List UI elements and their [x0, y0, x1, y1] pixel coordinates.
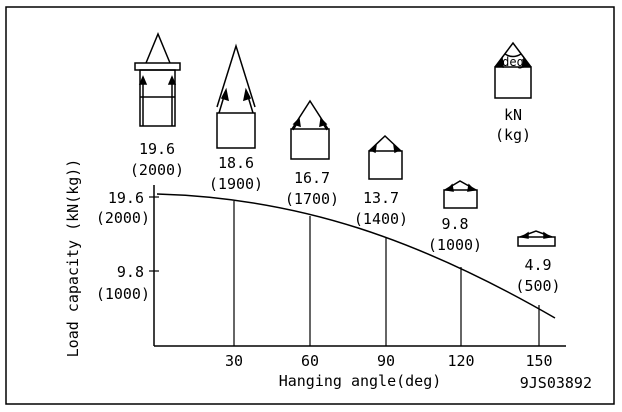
- hanging-diagram-60deg: [290, 99, 330, 160]
- legend-unit-kn: kN: [504, 106, 522, 124]
- x-axis-label: Hanging angle(deg): [279, 372, 442, 390]
- point-label-1-kg: (1900): [209, 175, 263, 193]
- hanging-diagram-150deg: [517, 230, 556, 247]
- x-tick-label-90: 90: [377, 352, 395, 370]
- point-label-3-kn: 13.7: [363, 189, 399, 207]
- hanging-diagram-30deg: [216, 43, 256, 149]
- legend-unit-kg: (kg): [495, 126, 531, 144]
- x-tick-label-120: 120: [447, 352, 474, 370]
- legend-diagram: [494, 41, 532, 99]
- point-label-4-kg: (1000): [428, 236, 482, 254]
- y-tick-label-1-kn: 9.8: [117, 263, 144, 281]
- point-label-2-kn: 16.7: [294, 169, 330, 187]
- point-label-2-kg: (1700): [285, 190, 339, 208]
- figure-frame: [5, 6, 615, 405]
- x-tick-label-60: 60: [301, 352, 319, 370]
- point-label-0-kn: 19.6: [139, 140, 175, 158]
- point-label-3-kg: (1400): [354, 210, 408, 228]
- point-label-1-kn: 18.6: [218, 154, 254, 172]
- hanging-diagram-0deg: [134, 32, 181, 127]
- x-tick-label-150: 150: [525, 352, 552, 370]
- y-tick-label-1-kg: (1000): [96, 285, 150, 303]
- legend-angle-label: deg: [502, 55, 524, 69]
- point-label-5-kg: (500): [515, 277, 560, 295]
- hanging-diagram-120deg: [443, 180, 478, 209]
- point-label-4-kn: 9.8: [441, 215, 468, 233]
- x-tick-label-30: 30: [225, 352, 243, 370]
- capacity-curve: [156, 193, 556, 319]
- hanging-diagram-90deg: [368, 134, 403, 180]
- y-tick-label-0-kn: 19.6: [108, 189, 144, 207]
- point-label-5-kn: 4.9: [524, 256, 551, 274]
- point-label-0-kg: (2000): [130, 161, 184, 179]
- y-tick-label-0-kg: (2000): [96, 209, 150, 227]
- figure-code: 9JS03892: [520, 374, 592, 392]
- y-axis-label: Load capacity (kN(kg)): [64, 159, 82, 358]
